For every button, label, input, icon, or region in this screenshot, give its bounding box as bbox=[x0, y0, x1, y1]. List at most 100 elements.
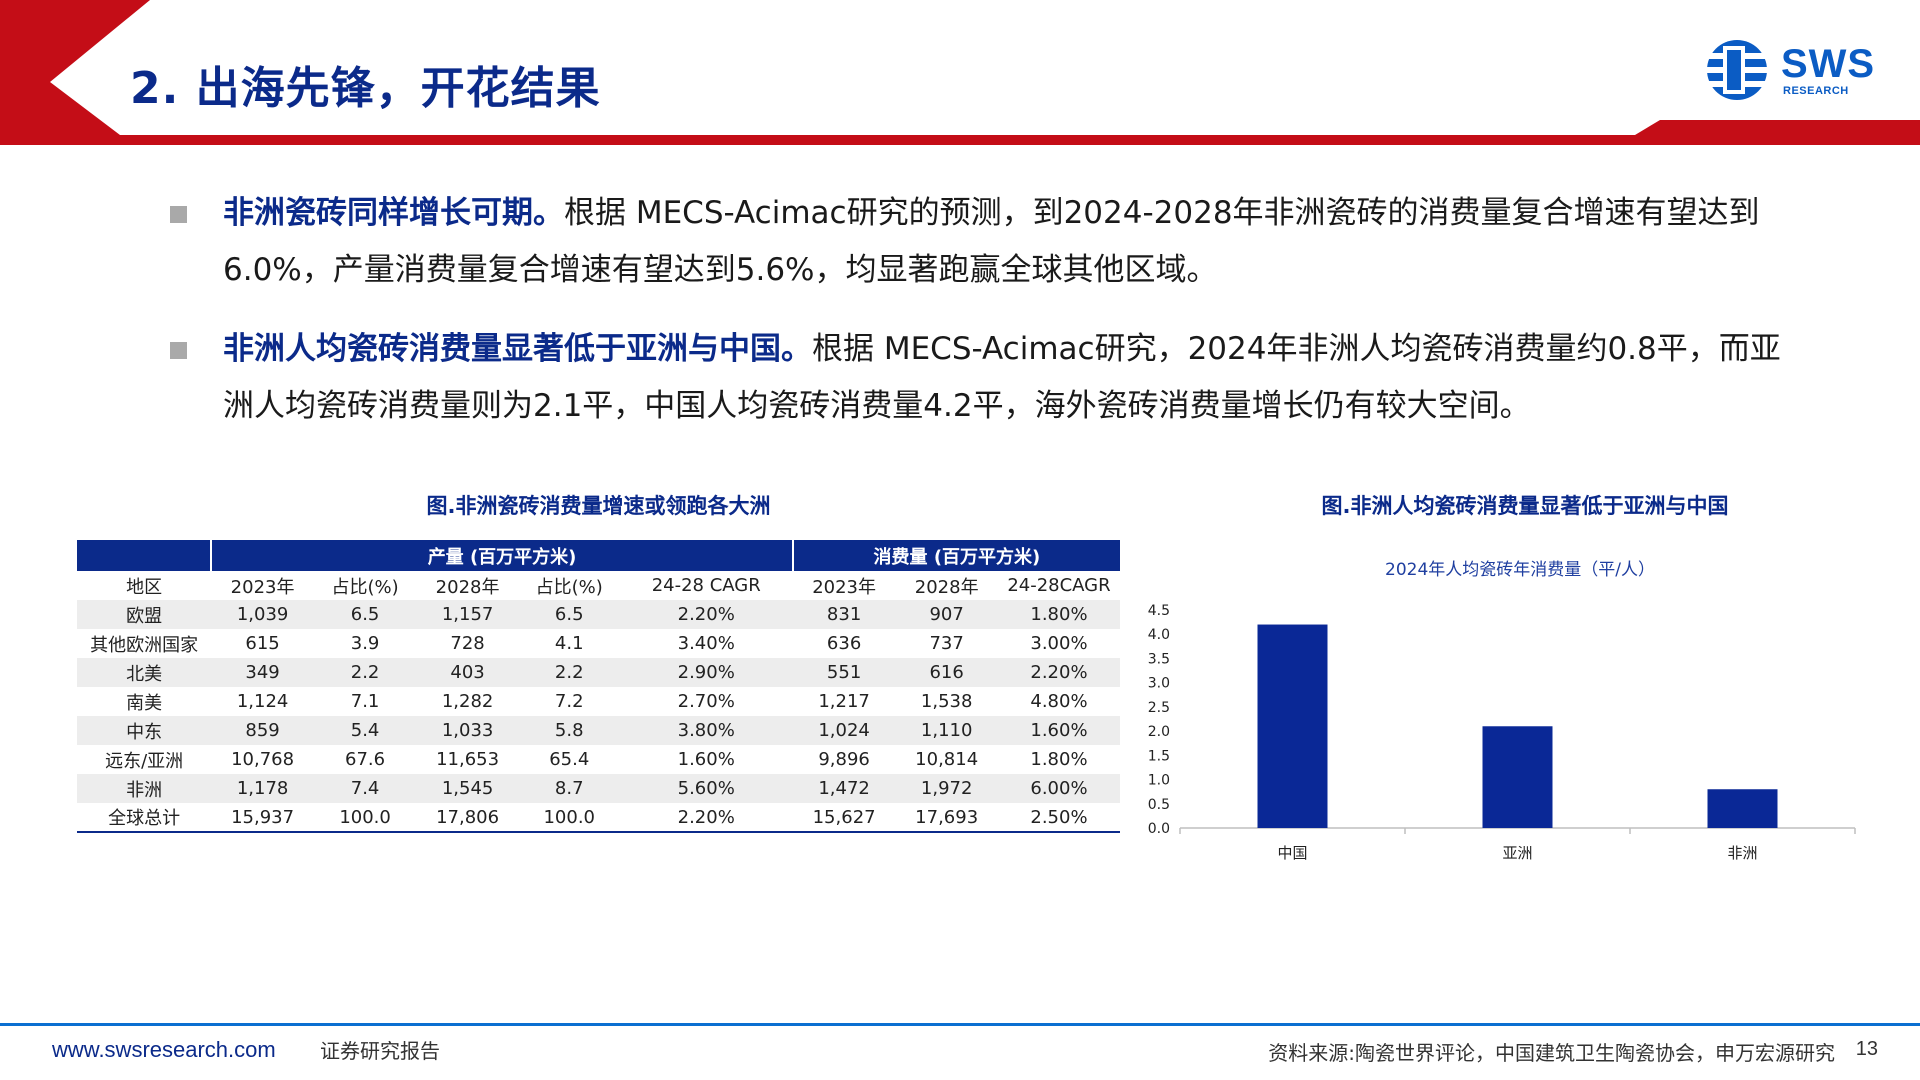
table-cell: 南美 bbox=[126, 692, 163, 714]
table-cell: 2.90% bbox=[619, 658, 793, 687]
table-cell: 1,178 bbox=[211, 774, 314, 803]
table-header-cell: 2028年 bbox=[914, 576, 979, 598]
table-row: 北美 349 2.2 403 2.2 2.90% 551 616 2.20% bbox=[77, 658, 1120, 687]
table-cell: 349 bbox=[211, 658, 314, 687]
table-header-cell: 24-28CAGR bbox=[1007, 575, 1111, 596]
chart-figure-title: 图.非洲人均瓷砖消费量显著低于亚洲与中国 bbox=[1321, 494, 1729, 518]
table-header-cell: 2028年 bbox=[435, 576, 500, 598]
table-cell: 67.6 bbox=[345, 749, 386, 770]
bullet-item: 非洲瓷砖同样增长可期。根据 MECS-Acimac研究的预测，到2024-202… bbox=[170, 185, 1810, 299]
table-cell: 15,627 bbox=[792, 803, 896, 833]
square-bullet-icon bbox=[170, 342, 187, 359]
table-cell: 6.00% bbox=[997, 774, 1120, 803]
table-cell: 5.4 bbox=[313, 716, 417, 745]
table-cell: 1,033 bbox=[416, 716, 519, 745]
logo-text: SWS bbox=[1781, 42, 1876, 86]
table-cell: 1,024 bbox=[792, 716, 896, 745]
table-body: 欧盟 1,039 6.5 1,157 6.5 2.20% 831 907 1.80% 其他欧洲国家… bbox=[77, 600, 1120, 833]
table-cell: 17,693 bbox=[895, 803, 998, 833]
logo-subtext: RESEARCH bbox=[1783, 85, 1849, 97]
table-cell: 1,472 bbox=[792, 774, 896, 803]
table-cell: 1,545 bbox=[416, 774, 519, 803]
y-tick-label: 0.0 bbox=[1148, 821, 1170, 837]
table-cell: 3.80% bbox=[619, 716, 793, 745]
bullet-text: 根据 MECS-Acimac研究的预测，到2024-2028年非洲瓷砖的消费量复… bbox=[223, 195, 1760, 288]
table-cell: 1,282 bbox=[441, 691, 494, 712]
per-capita-bar-chart: 2024年人均瓷砖年消费量（平/人） 0.0 0.5 1.0 1.5 2.0 2.5 3.0… bbox=[1148, 560, 1856, 862]
table-row: 远东/亚洲 10,768 67.6 11,653 65.4 1.60% 9,896 10,81… bbox=[77, 745, 1120, 774]
table-group-production: 产量 (百万平方米) bbox=[211, 540, 794, 571]
footer-source: 资料来源:陶瓷世界评论，中国建筑卫生陶瓷协会，申万宏源研究 bbox=[1268, 1041, 1835, 1065]
logo-globe-icon bbox=[1707, 40, 1767, 100]
table-header-cell: 地区 bbox=[126, 576, 163, 598]
table-row: 南美 1,124 7.1 1,282 7.2 2.70% 1,217 1,538 4.80% bbox=[77, 687, 1120, 716]
table-group-consumption: 消费量 (百万平方米) bbox=[792, 540, 1120, 571]
table-cell: 403 bbox=[416, 658, 519, 687]
table-cell: 欧盟 bbox=[77, 600, 212, 629]
consumption-table: 产量 (百万平方米) 消费量 (百万平方米) 地区 2023年 占比(%) 20… bbox=[77, 540, 1120, 833]
bar-0 bbox=[1257, 624, 1328, 828]
square-bullet-icon bbox=[170, 206, 187, 223]
table-header-cell: 占比(%) bbox=[331, 576, 399, 598]
table-cell: 1.60% bbox=[677, 749, 735, 770]
table-cell: 中东 bbox=[77, 716, 212, 745]
table-cell: 1,124 bbox=[236, 691, 289, 712]
y-tick-label: 0.5 bbox=[1148, 797, 1170, 813]
y-tick-label: 1.5 bbox=[1148, 748, 1170, 764]
table-cell: 1,110 bbox=[895, 716, 998, 745]
table-header-cell: 2023年 bbox=[812, 576, 877, 598]
table-cell: 1,972 bbox=[895, 774, 998, 803]
chart-title: 2024年人均瓷砖年消费量（平/人） bbox=[1385, 560, 1655, 580]
table-cell: 3.00% bbox=[1030, 633, 1088, 654]
x-category-label: 非洲 bbox=[1727, 844, 1757, 862]
table-cell: 728 bbox=[450, 633, 485, 654]
table-cell: 9,896 bbox=[818, 749, 870, 770]
table-cell: 859 bbox=[211, 716, 314, 745]
table-cell: 15,937 bbox=[211, 803, 314, 833]
table-cell: 2.20% bbox=[997, 658, 1120, 687]
table-row: 其他欧洲国家 615 3.9 728 4.1 3.40% 636 737 3.00% bbox=[77, 629, 1120, 658]
table-cell: 6.5 bbox=[518, 600, 620, 629]
table-cell: 831 bbox=[792, 600, 896, 629]
y-tick-label: 2.5 bbox=[1148, 700, 1170, 716]
table-cell: 非洲 bbox=[77, 774, 212, 803]
table-cell: 636 bbox=[826, 633, 862, 654]
table-header-cell: 2023年 bbox=[230, 576, 295, 598]
table-cell: 其他欧洲国家 bbox=[90, 634, 199, 656]
table-cell: 全球总计 bbox=[77, 803, 212, 833]
table-cell: 100.0 bbox=[518, 803, 620, 833]
table-cell: 1.60% bbox=[997, 716, 1120, 745]
table-cell: 1,538 bbox=[920, 691, 973, 712]
table-row: 中东 859 5.4 1,033 5.8 3.80% 1,024 1,110 1.60% bbox=[77, 716, 1120, 745]
table-group-header: 产量 (百万平方米) 消费量 (百万平方米) bbox=[77, 540, 1120, 571]
table-cell: 17,806 bbox=[416, 803, 519, 833]
table-cell: 2.2 bbox=[518, 658, 620, 687]
sws-logo: SWS RESEARCH bbox=[1703, 38, 1883, 102]
table-row: 全球总计 15,937 100.0 17,806 100.0 2.20% 15,627 17,… bbox=[77, 803, 1120, 833]
table-cell: 1.80% bbox=[1030, 749, 1088, 770]
table-cell: 11,653 bbox=[436, 749, 500, 770]
bullet-text: 根据 MECS-Acimac研究，2024年非洲人均瓷砖消费量约0.8平，而亚洲… bbox=[223, 331, 1781, 424]
table-cell: 4.80% bbox=[1030, 691, 1088, 712]
page-number: 13 bbox=[1855, 1038, 1878, 1060]
table-cell: 1,217 bbox=[818, 691, 870, 712]
table-group-blank bbox=[77, 540, 213, 571]
table-header-row: 地区 2023年 占比(%) 2028年 占比(%) 24-28 CAGR 20… bbox=[77, 571, 1120, 600]
x-category-label: 亚洲 bbox=[1502, 844, 1532, 862]
page-title: 2. 出海先锋，开花结果 bbox=[130, 63, 601, 114]
table-header-cell: 占比(%) bbox=[535, 576, 603, 598]
table-cell: 远东/亚洲 bbox=[105, 750, 184, 772]
bar-1 bbox=[1482, 726, 1553, 828]
table-cell: 7.2 bbox=[554, 691, 584, 712]
y-tick-label: 4.5 bbox=[1148, 603, 1170, 619]
x-category-label: 中国 bbox=[1277, 844, 1307, 862]
table-cell: 5.60% bbox=[619, 774, 793, 803]
table-figure-title: 图.非洲瓷砖消费量增速或领跑各大洲 bbox=[426, 494, 771, 518]
header-decoration bbox=[0, 0, 1920, 145]
footer-url[interactable]: www.swsresearch.com bbox=[52, 1037, 276, 1062]
table-cell: 65.4 bbox=[549, 749, 590, 770]
table-cell: 北美 bbox=[77, 658, 212, 687]
table-header-cell: 24-28 CAGR bbox=[651, 575, 761, 596]
table-cell: 10,814 bbox=[915, 749, 979, 770]
footer-doc-type: 证券研究报告 bbox=[320, 1039, 440, 1063]
